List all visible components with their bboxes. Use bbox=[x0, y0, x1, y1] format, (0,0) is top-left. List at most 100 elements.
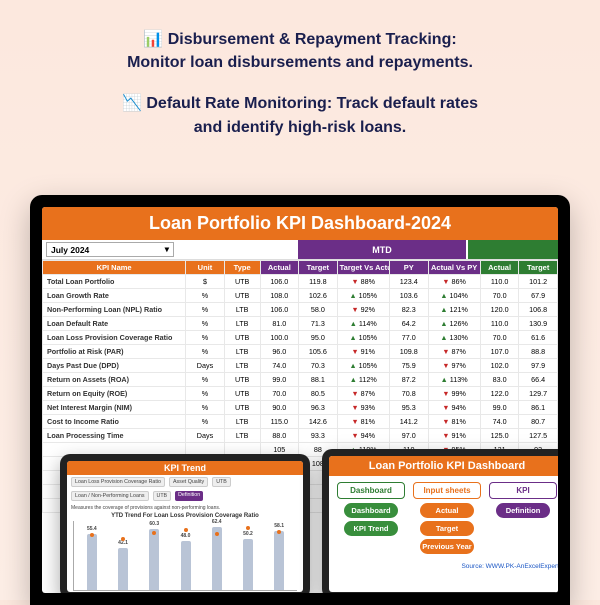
cell-ytd-target: 61.6 bbox=[519, 331, 558, 345]
col-actual: Actual bbox=[260, 261, 299, 275]
cell-py: 141.2 bbox=[389, 415, 428, 429]
chart-bar: 62.4 bbox=[212, 527, 222, 590]
cell-unit: % bbox=[186, 415, 225, 429]
cell-ytd-actual: 83.0 bbox=[480, 373, 519, 387]
mini-col-kpi: KPI Definition bbox=[489, 482, 557, 557]
cell-ytd-actual: 70.0 bbox=[480, 289, 519, 303]
table-row: Total Loan Portfolio$UTB106.0119.8▼ 88%1… bbox=[43, 275, 558, 289]
table-row: Return on Assets (ROA)%UTB99.088.1▲ 112%… bbox=[43, 373, 558, 387]
pill-previous-year[interactable]: Previous Year bbox=[420, 539, 473, 554]
chart-line-point bbox=[121, 537, 125, 541]
pill-kpi-trend[interactable]: KPI Trend bbox=[344, 521, 397, 536]
chevron-down-icon: ▾ bbox=[165, 244, 169, 255]
mini-col-input: Input sheets Actual Target Previous Year bbox=[413, 482, 481, 557]
table-row: Cost to Income Ratio%LTB115.0142.6▼ 81%1… bbox=[43, 415, 558, 429]
cell-actual: 90.0 bbox=[260, 401, 299, 415]
controls-row: July 2024 ▾ MTD bbox=[42, 240, 558, 260]
trend-title: KPI Trend bbox=[67, 461, 303, 475]
table-row: Non-Performing Loan (NPL) Ratio%LTB106.0… bbox=[43, 303, 558, 317]
cell-unit: % bbox=[186, 373, 225, 387]
pill-dashboard[interactable]: Dashboard bbox=[344, 503, 397, 518]
trend-screen: KPI Trend Loan Loss Provision Coverage R… bbox=[67, 461, 303, 592]
chart-bar: 50.2 bbox=[243, 539, 253, 590]
col-avpy: Actual Vs PY bbox=[428, 261, 480, 275]
cell-type: UTB bbox=[224, 387, 260, 401]
cell-target: 95.0 bbox=[299, 331, 338, 345]
cell-actual: 99.0 bbox=[260, 373, 299, 387]
cell-target: 96.3 bbox=[299, 401, 338, 415]
month-selector[interactable]: July 2024 ▾ bbox=[46, 242, 174, 257]
cell-avpy: ▲ 121% bbox=[428, 303, 480, 317]
cell-avpy: ▼ 91% bbox=[428, 429, 480, 443]
cell-ytd-target: 80.7 bbox=[519, 415, 558, 429]
cell-tva: ▼ 93% bbox=[337, 401, 389, 415]
cell-target: 93.3 bbox=[299, 429, 338, 443]
cell-type: LTB bbox=[224, 415, 260, 429]
chart-line-point bbox=[246, 526, 250, 530]
chart-line-point bbox=[90, 533, 94, 537]
chart-line-point bbox=[215, 532, 219, 536]
cell-ytd-target: 88.8 bbox=[519, 345, 558, 359]
cell-ytd-target: 97.9 bbox=[519, 359, 558, 373]
cell-py: 95.3 bbox=[389, 401, 428, 415]
cell-tva: ▼ 92% bbox=[337, 303, 389, 317]
cell-ytd-target: 101.2 bbox=[519, 275, 558, 289]
cell-ytd-target: 86.1 bbox=[519, 401, 558, 415]
cell-kpi-name: Portfolio at Risk (PAR) bbox=[43, 345, 186, 359]
cell-ytd-actual: 122.0 bbox=[480, 387, 519, 401]
cell-unit: % bbox=[186, 317, 225, 331]
chart-line-point bbox=[277, 530, 281, 534]
chart-title: YTD Trend For Loan Loss Provision Covera… bbox=[67, 513, 303, 519]
col-py: PY bbox=[389, 261, 428, 275]
cell-actual: 74.0 bbox=[260, 359, 299, 373]
cell-tva: ▲ 114% bbox=[337, 317, 389, 331]
cell-ytd-actual: 99.0 bbox=[480, 401, 519, 415]
cell-target: 71.3 bbox=[299, 317, 338, 331]
hero-line-1b: Monitor loan disbursements and repayment… bbox=[40, 51, 560, 74]
cell-tva: ▼ 94% bbox=[337, 429, 389, 443]
utb-chip-2: UTB bbox=[153, 491, 172, 501]
cell-avpy: ▲ 113% bbox=[428, 373, 480, 387]
cell-py: 82.3 bbox=[389, 303, 428, 317]
cell-avpy: ▼ 86% bbox=[428, 275, 480, 289]
period-mtd-header: MTD bbox=[298, 240, 466, 259]
kpi-select[interactable]: Loan Loss Provision Coverage Ratio bbox=[71, 477, 165, 487]
cell-unit: $ bbox=[186, 275, 225, 289]
hero: 📊 Disbursement & Repayment Tracking: Mon… bbox=[0, 0, 600, 149]
mini-head-input: Input sheets bbox=[413, 482, 481, 499]
col-ytd-actual: Actual bbox=[480, 261, 519, 275]
cell-ytd-actual: 120.0 bbox=[480, 303, 519, 317]
cell-actual: 100.0 bbox=[260, 331, 299, 345]
pill-definition[interactable]: Definition bbox=[496, 503, 549, 518]
cell-kpi-name: Return on Assets (ROA) bbox=[43, 373, 186, 387]
dashboard-title: Loan Portfolio KPI Dashboard-2024 bbox=[42, 207, 558, 240]
pill-actual[interactable]: Actual bbox=[420, 503, 473, 518]
mini-head-kpi: KPI bbox=[489, 482, 557, 499]
cell-ytd-actual: 110.0 bbox=[480, 275, 519, 289]
table-header-row: KPI Name Unit Type Actual Target Target … bbox=[43, 261, 558, 275]
cell-type: LTB bbox=[224, 359, 260, 373]
cell-type: LTB bbox=[224, 303, 260, 317]
mini-title: Loan Portfolio KPI Dashboard bbox=[329, 456, 558, 476]
chart-line-point bbox=[152, 531, 156, 535]
col-unit: Unit bbox=[186, 261, 225, 275]
cell-kpi-name: Non-Performing Loan (NPL) Ratio bbox=[43, 303, 186, 317]
cell-kpi-name: Loan Default Rate bbox=[43, 317, 186, 331]
cell-type: UTB bbox=[224, 373, 260, 387]
cell-tva: ▼ 91% bbox=[337, 345, 389, 359]
trend-chart: 55.442.160.348.062.450.258.1 bbox=[73, 521, 297, 591]
cell-actual: 106.0 bbox=[260, 303, 299, 317]
pill-target[interactable]: Target bbox=[420, 521, 473, 536]
cell-ytd-target: 129.7 bbox=[519, 387, 558, 401]
cell-ytd-actual: 70.0 bbox=[480, 331, 519, 345]
cell-py: 70.8 bbox=[389, 387, 428, 401]
utb-chip: UTB bbox=[212, 477, 231, 487]
table-row: Loan Loss Provision Coverage Ratio%UTB10… bbox=[43, 331, 558, 345]
cell-ytd-actual: 125.0 bbox=[480, 429, 519, 443]
col-target: Target bbox=[299, 261, 338, 275]
mini-dashboard-frame: Loan Portfolio KPI Dashboard Dashboard D… bbox=[322, 449, 558, 593]
hero-line-1: 📊 Disbursement & Repayment Tracking: bbox=[40, 28, 560, 51]
chart-bar: 48.0 bbox=[181, 541, 191, 590]
cell-ytd-actual: 102.0 bbox=[480, 359, 519, 373]
definition-text: Measures the coverage of provisions agai… bbox=[71, 505, 220, 511]
